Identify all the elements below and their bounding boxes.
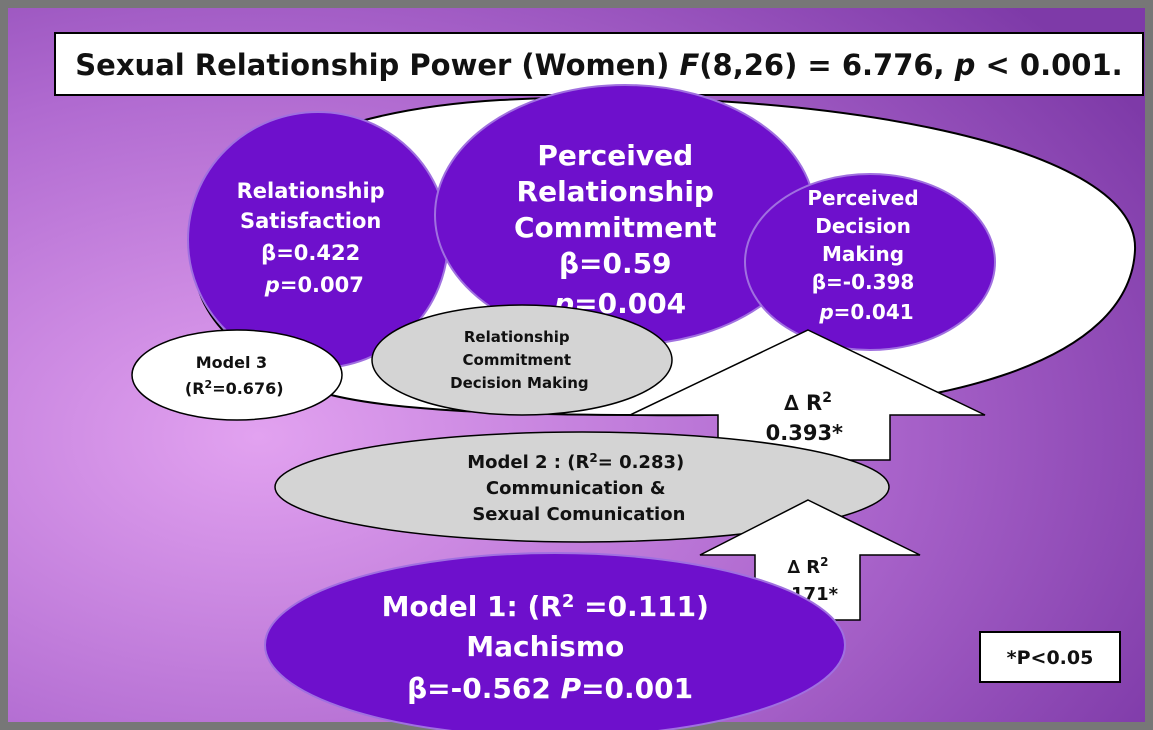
commitment-text: Perceived Relationship Commitment β=0.59… <box>514 139 736 320</box>
decision-text: Perceived Decision Making β=-0.398 p=0.0… <box>807 186 932 324</box>
text-part: Commitment <box>463 351 572 369</box>
title: Sexual Relationship Power (Women) F(8,26… <box>75 48 1122 82</box>
text-part: ∆ R <box>784 391 822 415</box>
text-part: F <box>679 48 699 82</box>
text-part: Perceived <box>537 139 693 172</box>
text-part: 2 <box>589 451 597 465</box>
text-part: =0.111) <box>574 590 709 623</box>
text-part: Satisfaction <box>240 209 381 233</box>
text-part: Sexual Comunication <box>472 504 685 525</box>
text-part: =0.676) <box>212 379 283 398</box>
decision-node <box>744 173 996 351</box>
model1-node <box>264 552 846 730</box>
text-part: 2 <box>822 390 832 406</box>
text-part: Model 3 <box>196 353 267 372</box>
text-part: Model 2 : (R <box>467 452 589 473</box>
text-part: ∆ R <box>787 557 820 578</box>
text-part: < 0.001. <box>975 48 1122 82</box>
text-part: Communication & <box>486 478 666 499</box>
text-part: β=-0.398 <box>812 270 915 294</box>
satisfaction-text: Relationship Satisfaction β=0.422 p=0.00… <box>237 179 400 297</box>
text-part: Sexual Relationship Power (Women) <box>75 48 679 82</box>
text-part: 2 <box>205 378 213 391</box>
text-part: 2 <box>562 591 575 612</box>
model2-node <box>274 431 890 543</box>
model3-text: Model 3 (R2=0.676) <box>185 353 289 398</box>
text-part: P <box>561 672 582 705</box>
text-part: Decision Making <box>450 374 589 392</box>
model3-node <box>131 329 343 421</box>
added-node <box>371 304 673 416</box>
text-part: 2 <box>820 555 828 569</box>
text-part: Making <box>822 242 904 266</box>
model2-text: Model 2 : (R2= 0.283) Communication & Se… <box>467 451 697 525</box>
text-part: = 0.283) <box>598 452 685 473</box>
text-part: Decision <box>815 214 911 238</box>
text-part: β=0.422 <box>261 241 360 265</box>
text-part: Relationship <box>517 175 714 208</box>
added-text: Relationship Commitment Decision Making <box>450 328 594 392</box>
text-part: Model 1: (R <box>382 590 562 623</box>
text-part: p <box>264 273 280 297</box>
text-part: (R <box>185 379 205 398</box>
text-part: β=-0.562 <box>407 672 560 705</box>
text-part: Machismo <box>466 630 624 663</box>
text-part: p <box>954 48 976 82</box>
text-part: =0.007 <box>280 273 364 297</box>
text-part: Relationship <box>464 328 570 346</box>
text-part: Perceived <box>807 186 918 210</box>
text-part: Relationship <box>237 179 385 203</box>
text-part: (8,26) = 6.776, <box>699 48 954 82</box>
text-part: =0.001 <box>581 672 693 705</box>
note: *P<0.05 <box>1007 647 1094 669</box>
text-part: β=0.59 <box>559 247 672 280</box>
text-part: Commitment <box>514 211 717 244</box>
delta-upper: ∆ R2 0.393* <box>766 383 851 445</box>
text-part: p <box>818 300 833 324</box>
model1-text: Model 1: (R2 =0.111) Machismo β=-0.562 P… <box>382 590 729 705</box>
note-box <box>979 631 1121 683</box>
text-part: 0.393* <box>766 421 843 445</box>
text-part: =0.041 <box>834 300 914 324</box>
